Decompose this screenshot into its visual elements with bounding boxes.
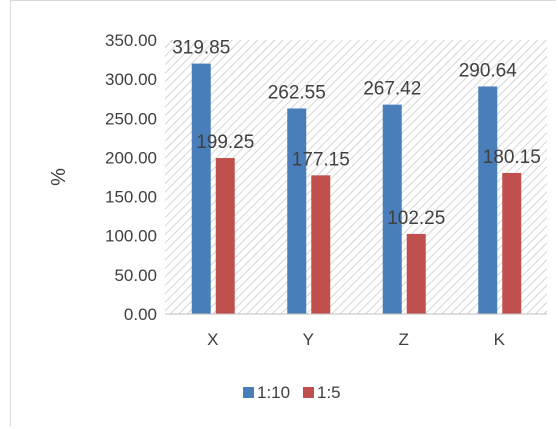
- legend: 1:10 1:5: [243, 383, 341, 402]
- bar-x-series-2: [215, 158, 235, 314]
- legend-swatch: [303, 387, 314, 398]
- y-tick-label: 250.00: [105, 109, 157, 128]
- data-label: 177.15: [292, 149, 350, 170]
- data-label: 319.85: [172, 38, 230, 59]
- bar-z-series-1: [382, 104, 402, 314]
- legend-swatch: [243, 387, 254, 398]
- bar-x-series-1: [191, 63, 211, 314]
- y-tick-label: 200.00: [105, 148, 157, 167]
- bar-k-series-1: [478, 86, 498, 314]
- bar-y-series-1: [287, 108, 307, 315]
- data-labels-group: 319.85 199.25 262.55 177.15 267.42 102.25 290.…: [172, 38, 541, 229]
- data-label: 180.15: [483, 147, 541, 168]
- x-tick-label: Z: [399, 330, 409, 349]
- y-tick-label: 150.00: [105, 188, 157, 207]
- data-label: 267.42: [363, 79, 421, 100]
- y-axis: 0.00 50.00 100.00 150.00 200.00 250.00 300.00 3…: [105, 31, 157, 324]
- data-label: 102.25: [387, 208, 445, 229]
- x-tick-label: K: [494, 330, 506, 349]
- y-tick-label: 0.00: [124, 305, 157, 324]
- y-axis-title: %: [48, 168, 70, 186]
- chart-frame: [10, 0, 556, 426]
- y-tick-label: 100.00: [105, 227, 157, 246]
- legend-label: 1:10: [257, 383, 290, 402]
- legend-label: 1:5: [317, 383, 341, 402]
- x-tick-label: Y: [303, 330, 314, 349]
- data-label: 199.25: [196, 132, 254, 153]
- bar-y-series-2: [311, 175, 331, 314]
- y-tick-label: 300.00: [105, 70, 157, 89]
- data-label: 290.64: [459, 60, 518, 81]
- bars-group: [191, 63, 522, 315]
- x-tick-label: X: [207, 330, 218, 349]
- y-tick-label: 50.00: [114, 266, 157, 285]
- bar-k-series-2: [502, 172, 522, 314]
- data-label: 262.55: [268, 82, 326, 103]
- bar-z-series-2: [406, 233, 426, 314]
- y-tick-label: 350.00: [105, 31, 157, 50]
